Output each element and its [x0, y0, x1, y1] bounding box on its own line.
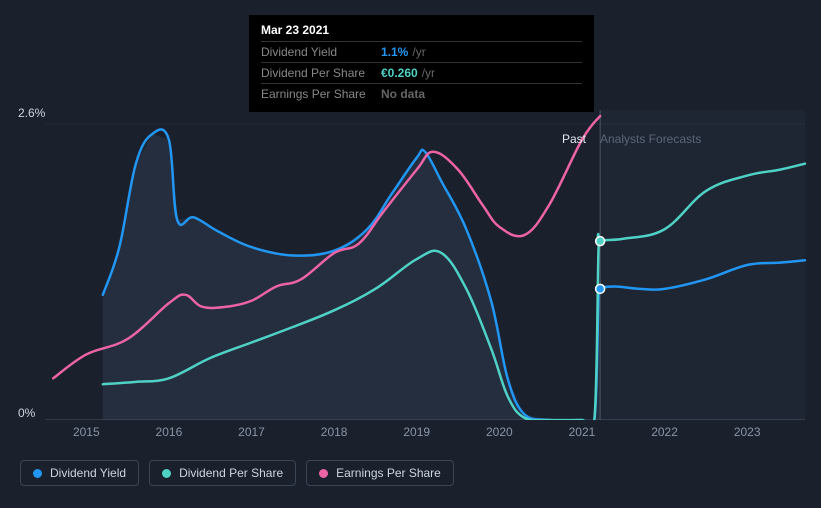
legend-item[interactable]: Earnings Per Share: [306, 460, 454, 486]
x-tick-label: 2017: [238, 425, 265, 439]
forecast-label: Analysts Forecasts: [600, 132, 701, 146]
x-tick-label: 2020: [486, 425, 513, 439]
legend-item[interactable]: Dividend Yield: [20, 460, 139, 486]
tooltip-row-label: Earnings Per Share: [261, 87, 381, 101]
legend-label: Dividend Per Share: [179, 466, 283, 480]
legend-label: Dividend Yield: [50, 466, 126, 480]
tooltip-row: Earnings Per ShareNo data: [261, 83, 582, 104]
legend-label: Earnings Per Share: [336, 466, 441, 480]
legend-dot-icon: [33, 469, 42, 478]
tooltip-row-suffix: /yr: [412, 45, 425, 59]
tooltip-row-value: €0.260: [381, 66, 418, 80]
x-tick-label: 2016: [156, 425, 183, 439]
chart-tooltip: Mar 23 2021 Dividend Yield1.1%/yrDividen…: [249, 15, 594, 112]
tooltip-row-value: 1.1%: [381, 45, 408, 59]
tooltip-row-label: Dividend Yield: [261, 45, 381, 59]
x-tick-label: 2021: [569, 425, 596, 439]
legend-item[interactable]: Dividend Per Share: [149, 460, 296, 486]
legend-dot-icon: [319, 469, 328, 478]
tooltip-date: Mar 23 2021: [261, 23, 582, 41]
chart-legend: Dividend Yield Dividend Per Share Earnings…: [20, 460, 454, 486]
tooltip-row-label: Dividend Per Share: [261, 66, 381, 80]
chart-area[interactable]: 2.6% 0%: [20, 110, 807, 420]
x-axis-labels: 2015 2016 2017 2018 2019 2020 2021 2022 2023: [20, 425, 807, 445]
past-label: Past: [562, 132, 586, 146]
x-tick-label: 2023: [734, 425, 761, 439]
x-tick-label: 2015: [73, 425, 100, 439]
tooltip-row-suffix: /yr: [422, 66, 435, 80]
tooltip-row: Dividend Yield1.1% /yr: [261, 41, 582, 62]
x-tick-label: 2018: [321, 425, 348, 439]
x-tick-label: 2022: [651, 425, 678, 439]
x-tick-label: 2019: [403, 425, 430, 439]
tooltip-row-value: No data: [381, 87, 425, 101]
legend-dot-icon: [162, 469, 171, 478]
tooltip-row: Dividend Per Share€0.260/yr: [261, 62, 582, 83]
